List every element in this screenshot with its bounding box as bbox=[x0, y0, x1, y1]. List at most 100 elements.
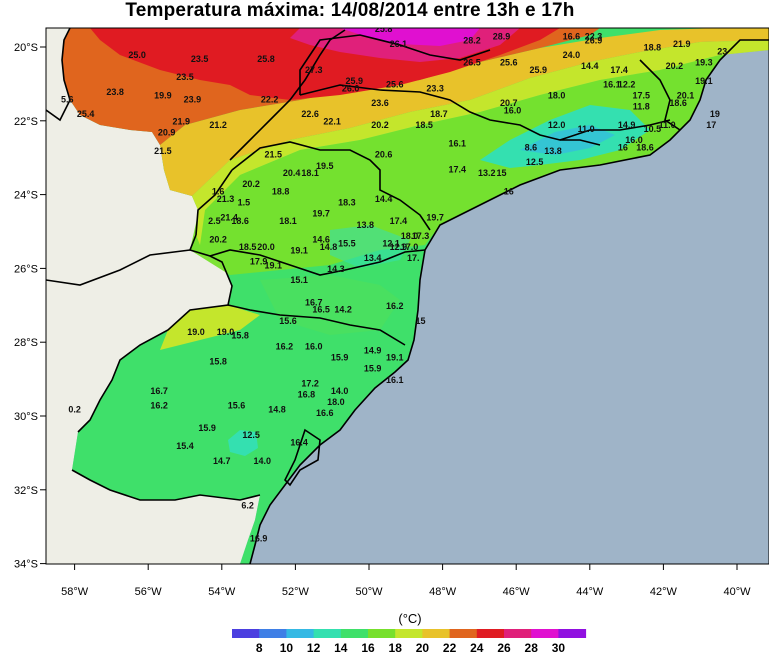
coastline bbox=[249, 39, 769, 564]
station-value: 25.6 bbox=[386, 80, 404, 90]
station-value: 21.4 bbox=[220, 212, 238, 222]
station-value: 19.7 bbox=[426, 212, 444, 222]
station-value: 19.1 bbox=[695, 76, 713, 86]
station-value: 18.1 bbox=[279, 216, 297, 226]
station-value: 21.5 bbox=[154, 146, 172, 156]
station-value: 21.9 bbox=[173, 117, 191, 127]
colorbar-label: 16 bbox=[361, 641, 375, 655]
station-value: 19.1 bbox=[290, 246, 308, 256]
station-value: 25.6 bbox=[500, 58, 518, 68]
station-value: 18.5 bbox=[239, 242, 257, 252]
station-value: 20.4 bbox=[283, 168, 301, 178]
station-value: 13.8 bbox=[544, 146, 562, 156]
station-value: 17.0 bbox=[401, 242, 419, 252]
lon-tick-label: 54°W bbox=[208, 586, 236, 598]
colorbar-swatch bbox=[422, 629, 451, 638]
station-value: 18.8 bbox=[644, 43, 662, 53]
colorbar-swatch bbox=[476, 629, 505, 638]
colorbar-swatch bbox=[313, 629, 342, 638]
station-value: 18.0 bbox=[327, 397, 345, 407]
station-value: 21.2 bbox=[209, 120, 227, 130]
station-value: 18.0 bbox=[401, 231, 419, 241]
station-value: 16.1 bbox=[386, 375, 404, 385]
band-12-14-rs bbox=[228, 430, 258, 456]
station-value: 1.5 bbox=[238, 198, 251, 208]
band-18-20 bbox=[190, 40, 769, 275]
band-18-20-south bbox=[160, 305, 260, 350]
lon-tick-label: 52°W bbox=[282, 586, 310, 598]
station-value: 16.2 bbox=[276, 342, 294, 352]
station-value: 28.9 bbox=[493, 32, 511, 42]
station-value: 17. bbox=[407, 253, 420, 263]
station-value: 15.9 bbox=[364, 364, 382, 374]
station-value: 23.6 bbox=[371, 98, 389, 108]
station-value: 28.2 bbox=[463, 35, 481, 45]
station-value: 18.6 bbox=[231, 216, 249, 226]
station-value: 22.6 bbox=[301, 109, 319, 119]
colorbar-label: 22 bbox=[443, 641, 457, 655]
station-value: 17.3 bbox=[412, 231, 430, 241]
station-value: 12.5 bbox=[242, 430, 260, 440]
station-value: 13.4 bbox=[364, 253, 382, 263]
station-value: 18.7 bbox=[430, 109, 448, 119]
station-value: 25.8 bbox=[257, 54, 275, 64]
station-value: 17.4 bbox=[610, 65, 628, 75]
station-value: 19.0 bbox=[187, 327, 205, 337]
colorbar-label: 8 bbox=[256, 641, 263, 655]
station-value: 16.7 bbox=[150, 386, 168, 396]
colorbar-swatch bbox=[340, 629, 369, 638]
station-value: 14.2 bbox=[334, 305, 352, 315]
band-20-22 bbox=[192, 40, 769, 245]
station-value: 20.2 bbox=[666, 61, 684, 71]
station-value: 21.9 bbox=[673, 39, 691, 49]
station-value: 22.2 bbox=[261, 94, 279, 104]
lat-tick-label: 28°S bbox=[14, 337, 38, 349]
station-value: 13.8 bbox=[357, 220, 375, 230]
station-value: 16.0 bbox=[625, 135, 643, 145]
station-value: 18.3 bbox=[338, 198, 356, 208]
station-value: 16 bbox=[618, 142, 628, 152]
station-value: 12.0 bbox=[548, 120, 566, 130]
station-value: 23.8 bbox=[106, 87, 124, 97]
station-value: 20.0 bbox=[257, 242, 275, 252]
station-value: 18.8 bbox=[272, 187, 290, 197]
station-value: 15.6 bbox=[279, 316, 297, 326]
station-value: 12.1 bbox=[382, 238, 400, 248]
border-argentina bbox=[77, 234, 233, 433]
colorbar-swatch bbox=[259, 629, 287, 638]
station-value: 6.2 bbox=[241, 500, 254, 510]
band-22-24 bbox=[160, 28, 769, 196]
station-value: 15 bbox=[415, 316, 425, 326]
station-value: 14.3 bbox=[327, 264, 345, 274]
station-value: 16.9 bbox=[250, 534, 268, 544]
lat-tick-label: 34°S bbox=[14, 559, 38, 571]
station-value: 18.6 bbox=[669, 98, 687, 108]
lon-tick-label: 48°W bbox=[429, 586, 457, 598]
station-value: 18.1 bbox=[301, 168, 319, 178]
border-bolivia bbox=[46, 28, 71, 122]
station-value: 23.5 bbox=[191, 54, 209, 64]
station-value: 18.0 bbox=[548, 91, 566, 101]
station-value: 16.5 bbox=[312, 305, 330, 315]
station-value: 17.2 bbox=[301, 379, 319, 389]
station-value: 18.5 bbox=[415, 120, 433, 130]
station-value: 23.3 bbox=[426, 83, 444, 93]
station-value: 20.1 bbox=[677, 91, 695, 101]
station-value: 22.3 bbox=[585, 32, 603, 42]
station-value: 0.2 bbox=[68, 404, 81, 414]
lat-tick-label: 26°S bbox=[14, 263, 38, 275]
station-value: 15.8 bbox=[231, 331, 249, 341]
station-value: 25.8 bbox=[375, 24, 393, 34]
unit-label: (°C) bbox=[398, 611, 422, 626]
station-value: 17.4 bbox=[449, 165, 467, 175]
station-value: 1.6 bbox=[212, 187, 225, 197]
station-value: 19.5 bbox=[316, 161, 334, 171]
station-value: 23.9 bbox=[184, 94, 202, 104]
station-value: 5.6 bbox=[61, 94, 74, 104]
border-mg-go bbox=[299, 34, 491, 95]
band-16-18-sc bbox=[260, 275, 400, 335]
station-value: 22.6 bbox=[655, 13, 673, 23]
station-value: 17.5 bbox=[633, 91, 651, 101]
station-value: 14.4 bbox=[375, 194, 393, 204]
station-value: 24.9 bbox=[677, 17, 695, 27]
